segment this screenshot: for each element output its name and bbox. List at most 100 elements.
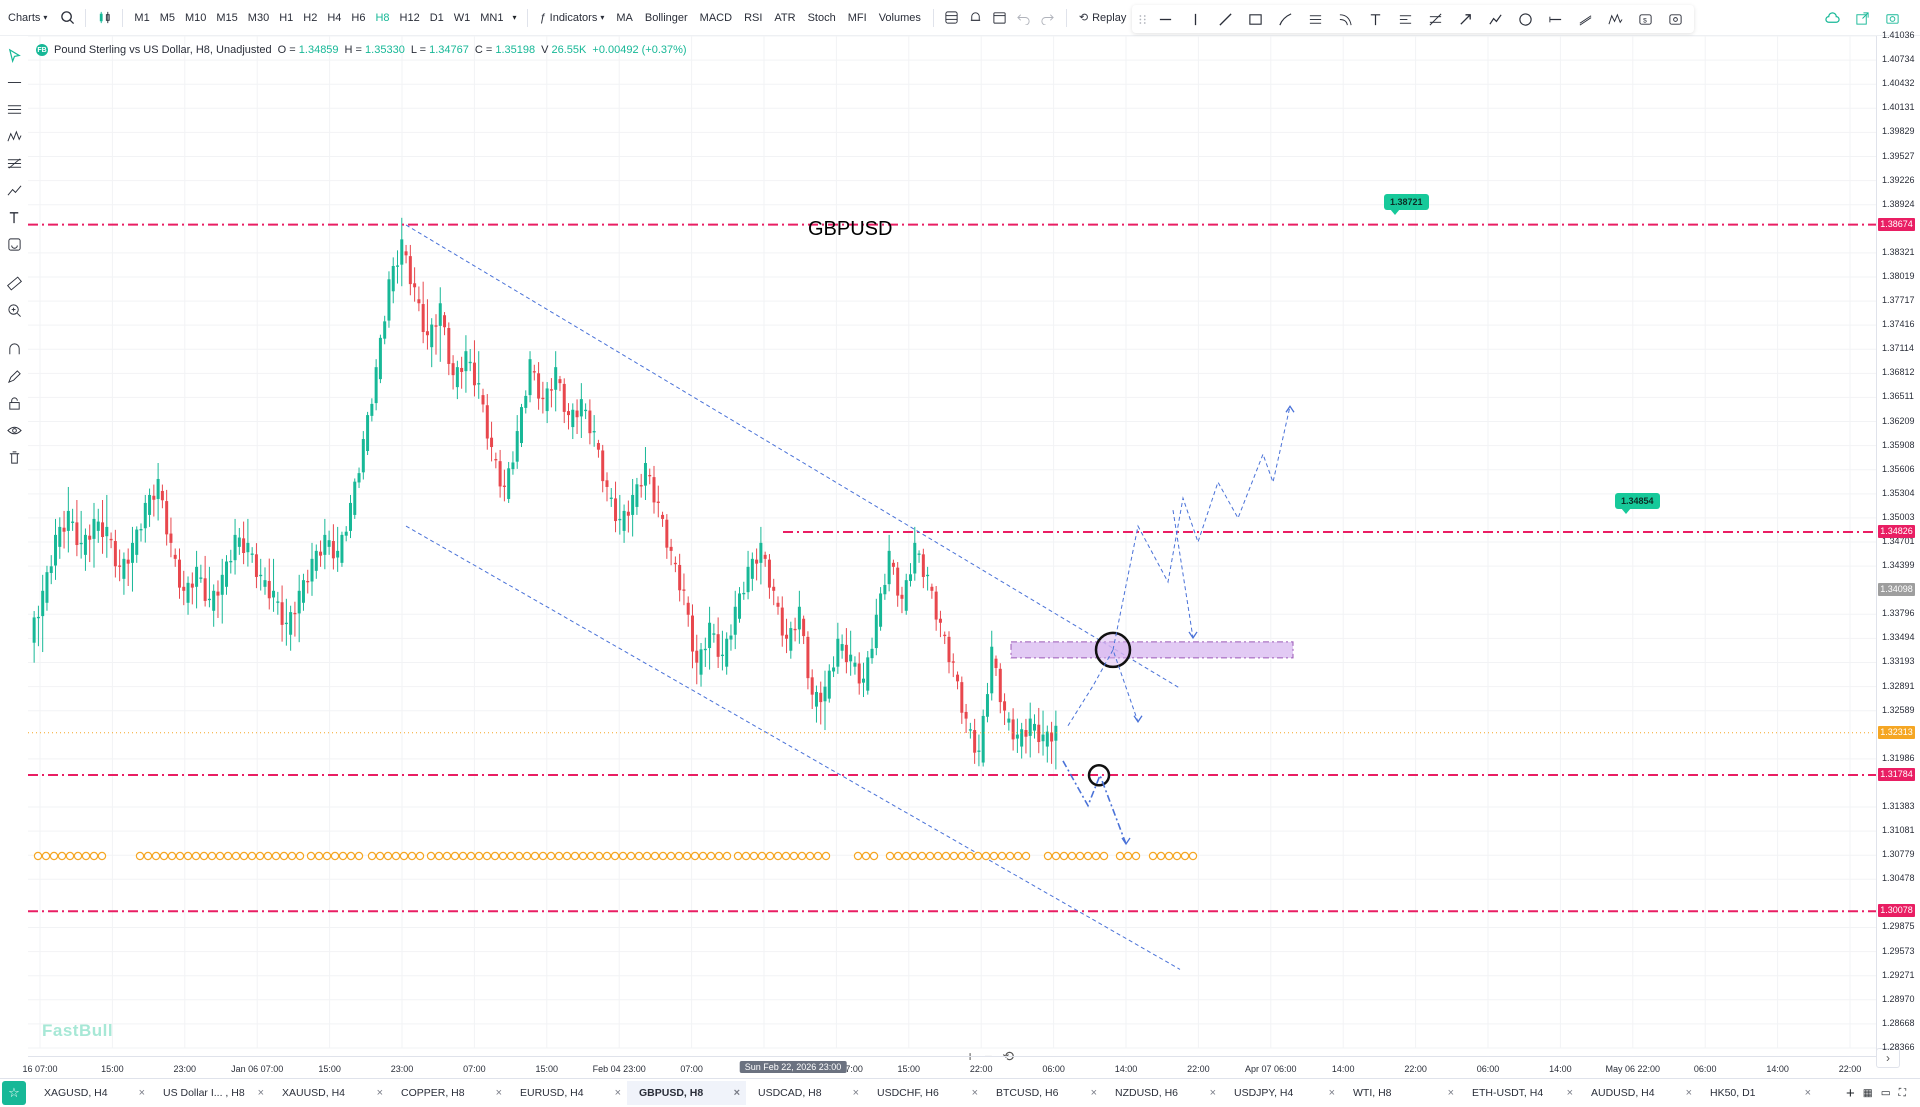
text-tool-icon[interactable] [2,206,26,229]
undo-icon[interactable] [1012,6,1036,30]
indicator-volumes[interactable]: Volumes [878,11,921,24]
timeframe-m5[interactable]: M5 [159,11,175,24]
zoom-in-icon[interactable] [2,299,26,322]
trash-icon[interactable] [2,446,26,469]
line-tool-icon[interactable] [2,71,26,94]
snapshot-icon[interactable] [1880,6,1904,30]
timeframe-d1[interactable]: D1 [429,11,444,24]
note-tool-icon[interactable] [2,233,26,256]
symbol-tab[interactable]: ETH-USDT, H4 × [1460,1081,1579,1105]
channel-tool-icon[interactable] [2,98,26,121]
symbol-tab[interactable]: NZDUSD, H6 × [1103,1081,1222,1105]
scroll-to-latest-button[interactable]: › [1876,1048,1900,1068]
symbol-tab[interactable]: US Dollar I... , H8 × [151,1081,270,1105]
indicator-bollinger[interactable]: Bollinger [644,11,688,24]
layout-icon[interactable] [940,6,964,30]
cloud-save-icon[interactable] [1820,6,1844,30]
close-icon[interactable]: × [138,1087,145,1099]
symbol-tab[interactable]: WTI, H8 × [1341,1081,1460,1105]
close-icon[interactable]: × [1566,1087,1573,1099]
symbol-tab[interactable]: EURUSD, H4 × [508,1081,627,1105]
horizontal-line-icon[interactable] [1150,7,1180,31]
search-icon[interactable] [55,6,79,30]
price-note-badge[interactable]: 1.34854 [1615,493,1660,514]
symbol-tab[interactable]: HK50, D1 × [1698,1081,1817,1105]
lock-icon[interactable] [2,392,26,415]
chart-canvas[interactable] [28,36,1876,1056]
brush-icon[interactable] [1270,7,1300,31]
close-icon[interactable]: × [257,1087,264,1099]
close-icon[interactable]: × [1090,1087,1097,1099]
indicator-stoch[interactable]: Stoch [807,11,836,24]
vertical-line-icon[interactable] [1180,7,1210,31]
price-axis[interactable]: 1.41036 1.40734 1.40432 1.40131 1.39829 1.395… [1876,30,1920,1056]
symbol-tab[interactable]: USDCAD, H8 × [746,1081,865,1105]
timeframe-h6[interactable]: H6 [351,11,366,24]
calendar-icon[interactable] [988,6,1012,30]
candle-type-icon[interactable] [92,6,116,30]
timeframe-h2[interactable]: H2 [303,11,318,24]
ray-icon[interactable] [1540,7,1570,31]
text-tool-icon[interactable] [1360,7,1390,31]
timeframe-h12[interactable]: H12 [399,11,420,24]
path-icon[interactable] [1480,7,1510,31]
fib-retracement-icon[interactable] [1330,7,1360,31]
rectangle-icon[interactable] [1240,7,1270,31]
chevron-down-icon[interactable]: ▾ [512,13,517,22]
cursor-icon[interactable] [2,44,26,67]
price-note-badge[interactable]: 1.38721 [1384,194,1429,215]
symbol-tab[interactable]: USDJPY, H4 × [1222,1081,1341,1105]
star-icon[interactable]: ☆ [2,1081,26,1105]
charts-menu-button[interactable]: Charts ▾ [0,6,55,30]
close-icon[interactable]: × [495,1087,502,1099]
long-position-icon[interactable] [1570,7,1600,31]
minimize-icon[interactable]: ▭ [1880,1087,1891,1099]
indicator-ma[interactable]: MA [616,11,633,24]
indicator-atr[interactable]: ATR [774,11,796,24]
arrow-icon[interactable] [1450,7,1480,31]
parallel-channel-icon[interactable] [1300,7,1330,31]
timeframe-m1[interactable]: M1 [134,11,150,24]
pitchfork-icon[interactable] [1390,7,1420,31]
close-icon[interactable]: × [1328,1087,1335,1099]
close-icon[interactable]: × [1209,1087,1216,1099]
close-icon[interactable]: × [971,1087,978,1099]
indicator-mfi[interactable]: MFI [847,11,867,24]
timeframe-h8[interactable]: H8 [375,11,390,24]
indicators-button[interactable]: ƒ Indicators ▾ [534,6,611,30]
timeframe-h4[interactable]: H4 [327,11,342,24]
close-icon[interactable]: × [614,1087,621,1099]
elliott-wave-icon[interactable] [1600,7,1630,31]
ruler-icon[interactable] [2,272,26,295]
symbol-tab[interactable]: BTCUSD, H6 × [984,1081,1103,1105]
drag-handle-icon[interactable] [1136,7,1150,31]
fullscreen-icon[interactable]: ⛶ [1898,1086,1906,1099]
close-icon[interactable]: × [1685,1087,1692,1099]
money-icon[interactable]: $ [1630,7,1660,31]
dollar-icon[interactable] [1660,7,1690,31]
symbol-tab[interactable]: USDCHF, H6 × [865,1081,984,1105]
indicator-rsi[interactable]: RSI [744,11,763,24]
symbol-tab[interactable]: XAUUSD, H4 × [270,1081,389,1105]
symbol-tab[interactable]: XAGUSD, H4 × [32,1081,151,1105]
replay-button[interactable]: ⟲ Replay [1073,6,1132,30]
alert-icon[interactable] [964,6,988,30]
close-icon[interactable]: × [1804,1087,1811,1099]
symbol-tab[interactable]: COPPER, H8 × [389,1081,508,1105]
symbol-tab[interactable]: AUDUSD, H4 × [1579,1081,1698,1105]
layout-grid-icon[interactable]: ▦ [1862,1087,1873,1099]
pattern-tool-icon[interactable] [2,125,26,148]
close-icon[interactable]: × [1447,1087,1454,1099]
time-axis[interactable]: 16 07:00 15:00 23:00 Jan 06 07:00 15:00 23:00… [22,1056,1876,1082]
indicator-macd[interactable]: MACD [699,11,733,24]
timeframe-mn1[interactable]: MN1 [480,11,504,24]
eye-icon[interactable] [2,419,26,442]
timeframe-w1[interactable]: W1 [453,11,471,24]
add-tab-icon[interactable]: + [1846,1084,1855,1102]
symbol-tab[interactable]: GBPUSD, H8 × [627,1081,746,1105]
keep-drawing-icon[interactable] [2,365,26,388]
magnet-icon[interactable] [2,338,26,361]
chart-pane[interactable]: GBPUSD 1.38721 1.34854 + − ⟲ › [28,36,1900,1068]
timeframe-h1[interactable]: H1 [279,11,294,24]
trend-line-icon[interactable] [1210,7,1240,31]
